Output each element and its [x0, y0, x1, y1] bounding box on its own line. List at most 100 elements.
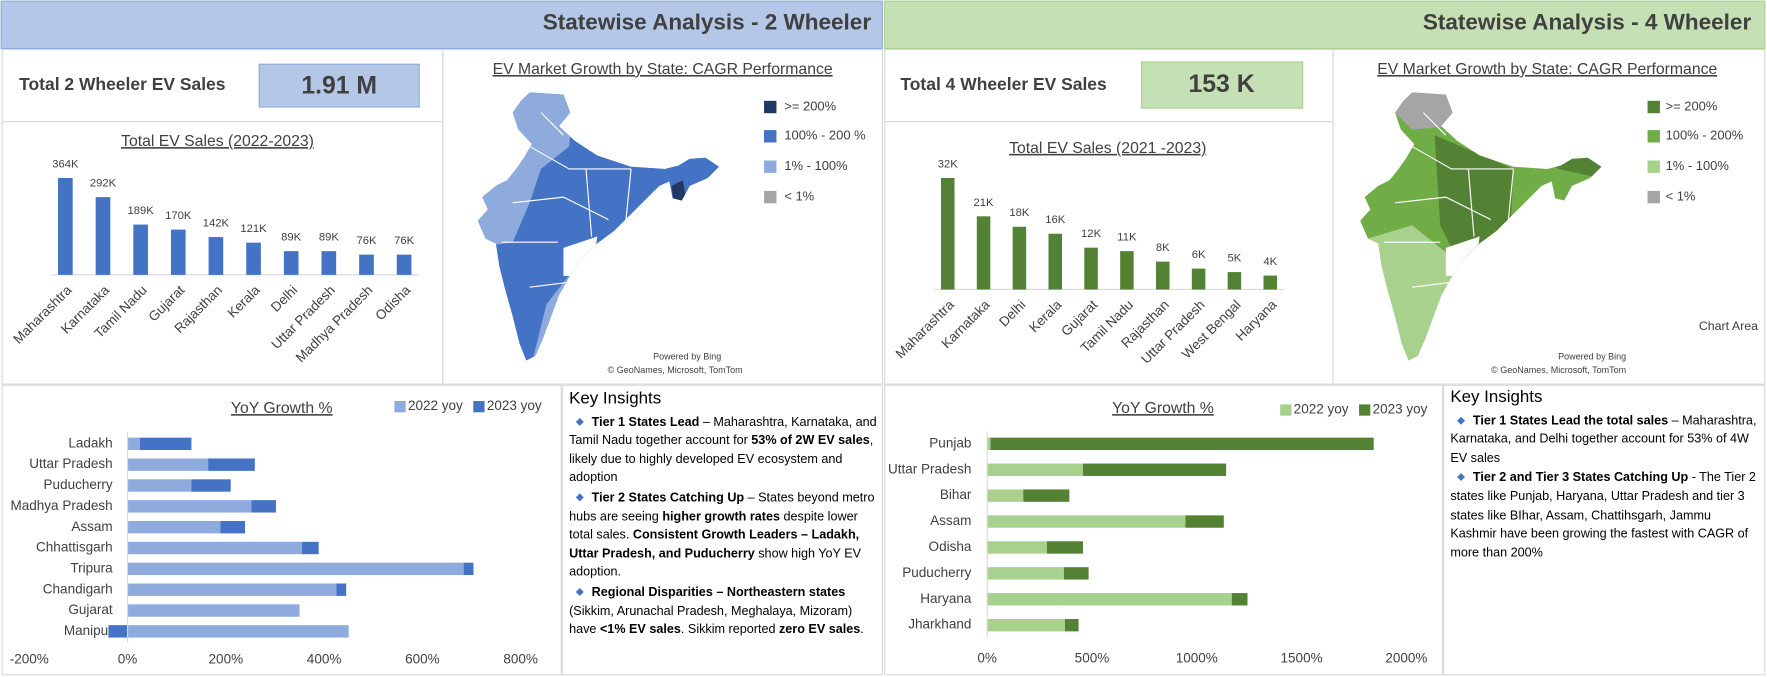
legend-swatch: [764, 160, 777, 173]
insight-text: .: [860, 623, 864, 637]
insight-item: Regional Disparities – Northeastern stat…: [569, 583, 878, 639]
value-label: 76K: [394, 235, 415, 247]
kpi-box: [1140, 61, 1304, 109]
insight-text: (Sikkim, Arunachal Pradesh, Meghalaya, M…: [569, 604, 853, 637]
bar: [1064, 618, 1079, 632]
x-tick-label: 500%: [1075, 651, 1110, 666]
chart-title: YoY Growth %: [1112, 400, 1214, 417]
legend-swatch: [1647, 100, 1660, 114]
bar: [1227, 272, 1242, 290]
bar: [127, 541, 302, 555]
y-tick-label: Assam: [930, 513, 971, 528]
panel: [1443, 384, 1766, 676]
map-borders: [501, 112, 632, 288]
bar: [987, 593, 1232, 606]
value-label: 11K: [1117, 232, 1137, 244]
insight-text: zero EV sales: [778, 623, 861, 637]
bar: [133, 224, 148, 275]
x-tick-label: 400%: [307, 652, 342, 667]
map-credit: © GeoNames, Microsoft, TomTom: [1491, 365, 1626, 375]
kpi-label: Total 4 Wheeler EV Sales: [900, 74, 1106, 94]
bar: [127, 562, 464, 576]
x-tick-label: 600%: [405, 652, 440, 667]
insight-text: – States beyond metro hubs are seeing: [569, 491, 875, 524]
y-tick-label: Tripura: [70, 560, 113, 575]
bar: [1155, 261, 1170, 290]
bar: [127, 437, 140, 451]
bar: [127, 500, 252, 513]
bar: [1120, 251, 1134, 290]
insight-text: 53% of 2W EV sales: [751, 433, 870, 448]
bar: [127, 479, 192, 492]
insight-text: – Maharashtra, Karnataka, and Delhi toge…: [1450, 414, 1757, 465]
value-label: 12K: [1081, 228, 1102, 240]
header-title: Statewise Analysis - 2 Wheeler: [543, 10, 872, 35]
map-title: EV Market Growth by State: CAGR Performa…: [1377, 61, 1717, 78]
bar: [1063, 567, 1089, 580]
bullet: [575, 417, 584, 426]
x-tick-label: 1500%: [1281, 651, 1323, 666]
map-credit: Powered by Bing: [653, 351, 721, 361]
insight-text: <1% EV sales: [599, 623, 681, 637]
map-borders: [1383, 112, 1515, 288]
kpi-value: 1.91 M: [301, 72, 377, 99]
insights-title: Key Insights: [569, 389, 662, 408]
value-label: 170K: [165, 210, 192, 222]
bar: [1046, 541, 1083, 554]
panel: [884, 121, 1334, 385]
legend-label: >= 200%: [784, 98, 836, 113]
bar: [191, 479, 231, 492]
header-band: [0, 0, 883, 50]
bullet: [575, 587, 584, 596]
bar: [1263, 275, 1278, 290]
y-tick-label: Haryana: [920, 591, 972, 606]
bar: [1185, 515, 1224, 528]
legend-swatch: [764, 100, 777, 114]
bar: [987, 618, 1065, 632]
insight-item: Tier 1 States Lead the total sales – Mah…: [1450, 412, 1759, 468]
chart-title: Total EV Sales (2022-2023): [121, 133, 314, 150]
bar: [1084, 247, 1098, 290]
legend-label: 2022 yoy: [408, 398, 463, 413]
bar: [127, 458, 209, 471]
x-tick-label: 200%: [209, 652, 244, 667]
bar: [208, 237, 224, 275]
legend-swatch: [1359, 404, 1371, 416]
insight-item: Tier 2 and Tier 3 States Catching Up - T…: [1450, 469, 1759, 562]
header-band: [884, 0, 1766, 50]
bar: [987, 437, 991, 451]
bar: [108, 625, 128, 638]
chart-area-hint: Chart Area: [1699, 319, 1758, 333]
legend-label: 100% - 200%: [1666, 128, 1744, 143]
bar: [246, 242, 261, 275]
insights: Key Insights Tier 1 States Lead the total…: [1450, 389, 1759, 563]
legend-swatch: [1647, 160, 1660, 173]
legend-label: 2023 yoy: [487, 398, 542, 413]
legend-swatch: [473, 401, 485, 413]
bar: [283, 251, 299, 275]
bar: [127, 625, 349, 638]
legend-swatch: [764, 130, 777, 143]
insights: Key Insights Tier 1 States Lead – Maharas…: [569, 390, 878, 640]
bar: [1231, 593, 1248, 606]
bar: [463, 562, 474, 576]
bar: [1023, 489, 1070, 502]
chart-title: Total EV Sales (2021 -2023): [1009, 140, 1206, 157]
insight-text: Tier 2 States Catching Up: [591, 491, 745, 505]
value-label: 121K: [240, 223, 267, 235]
value-label: 16K: [1045, 214, 1066, 226]
y-tick-label: Jharkhand: [908, 617, 971, 632]
bar: [359, 254, 374, 275]
panel: [884, 384, 1444, 676]
bar: [1012, 226, 1027, 290]
legend-label: 100% - 200 %: [784, 128, 866, 143]
x-tick-label: 2000%: [1385, 651, 1427, 666]
insights-box: Key Insights Tier 1 States Lead the total…: [1450, 389, 1759, 563]
value-label: 364K: [52, 158, 79, 170]
bar: [336, 583, 347, 596]
map-credit: © GeoNames, Microsoft, TomTom: [608, 365, 743, 375]
y-tick-label: Uttar Pradesh: [888, 461, 971, 476]
insight-text: Tier 1 States Lead: [591, 415, 700, 429]
x-tick-label: 800%: [503, 652, 538, 667]
